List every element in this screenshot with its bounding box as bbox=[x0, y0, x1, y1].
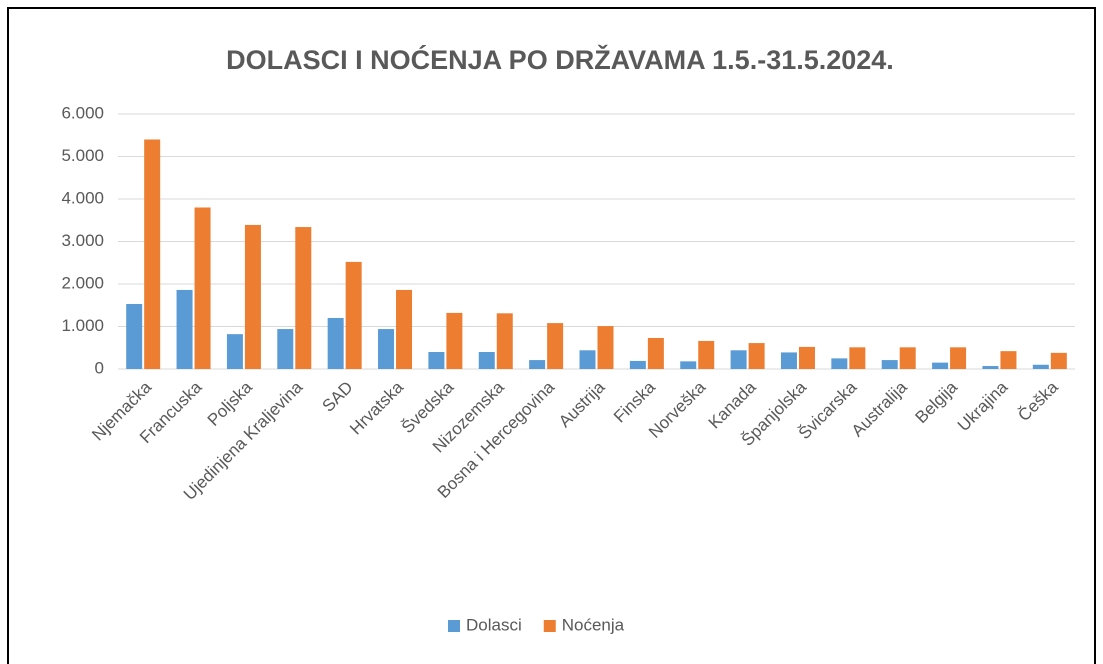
y-tick-label: 3.000 bbox=[61, 231, 104, 250]
chart-title: DOLASCI I NOĆENJA PO DRŽAVAMA 1.5.-31.5.… bbox=[226, 44, 894, 75]
bar bbox=[982, 366, 999, 369]
bar bbox=[529, 360, 546, 369]
bar bbox=[378, 329, 395, 369]
bar bbox=[698, 340, 715, 369]
y-tick-label: 4.000 bbox=[61, 188, 104, 207]
bar bbox=[798, 346, 815, 369]
legend-label: Dolasci bbox=[466, 615, 522, 634]
bar bbox=[194, 207, 211, 369]
bar bbox=[144, 139, 161, 369]
bar bbox=[277, 329, 294, 369]
bar bbox=[950, 347, 967, 369]
bar bbox=[680, 361, 697, 369]
bar bbox=[899, 347, 916, 369]
bar bbox=[327, 318, 344, 369]
y-tick-label: 6.000 bbox=[61, 103, 104, 122]
bar bbox=[345, 261, 362, 369]
bar bbox=[579, 350, 596, 369]
bar bbox=[547, 323, 564, 369]
y-tick-label: 2.000 bbox=[61, 273, 104, 292]
bar bbox=[176, 289, 193, 369]
bar bbox=[126, 303, 143, 369]
bar bbox=[597, 326, 614, 369]
bar bbox=[849, 347, 866, 369]
bar bbox=[1050, 352, 1067, 369]
bar bbox=[780, 352, 797, 369]
legend-swatch bbox=[543, 620, 556, 632]
bar bbox=[1000, 351, 1017, 369]
bar bbox=[881, 360, 898, 369]
bar bbox=[932, 362, 949, 369]
bar bbox=[478, 352, 495, 369]
bar bbox=[428, 352, 445, 369]
bar bbox=[295, 227, 312, 369]
y-tick-label: 0 bbox=[95, 358, 104, 377]
bar bbox=[226, 334, 243, 369]
bar bbox=[1032, 364, 1049, 369]
legend-swatch bbox=[448, 620, 460, 632]
bar bbox=[831, 358, 848, 369]
legend-label: Noćenja bbox=[562, 615, 625, 634]
bar bbox=[396, 289, 413, 369]
bar bbox=[748, 343, 765, 369]
bar bbox=[446, 312, 463, 369]
bar bbox=[647, 337, 664, 369]
bar bbox=[496, 313, 513, 369]
bar bbox=[629, 360, 646, 369]
y-tick-label: 5.000 bbox=[61, 146, 104, 165]
bar bbox=[244, 224, 261, 369]
y-tick-label: 1.000 bbox=[61, 316, 104, 335]
bar bbox=[730, 350, 747, 369]
